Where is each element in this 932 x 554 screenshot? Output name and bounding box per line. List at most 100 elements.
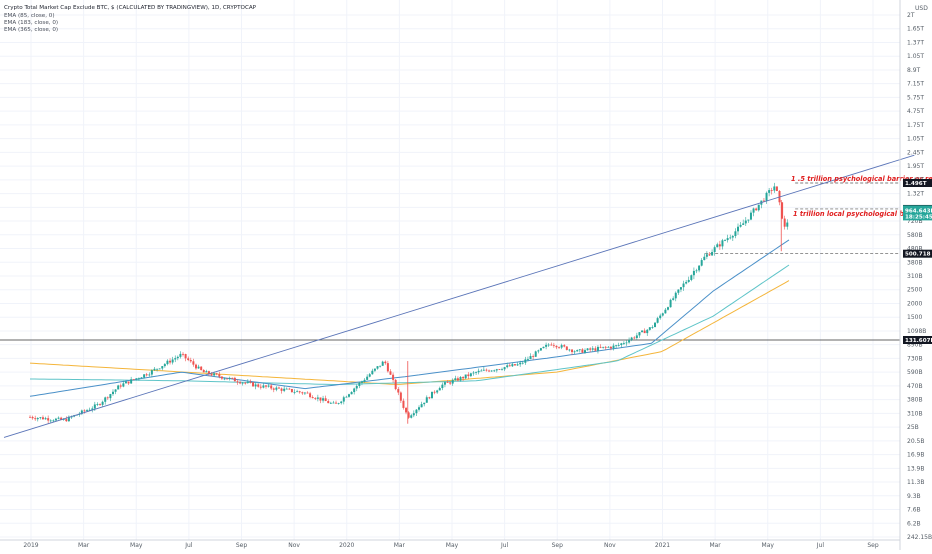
candle-body [555,345,558,348]
candle-body [672,298,675,300]
candle-body [254,384,257,387]
candle-body [384,361,387,364]
candle-body [526,359,529,360]
candle-body [682,283,685,288]
candle-body [169,360,172,363]
candle-body [93,404,96,409]
candle-body [607,346,610,348]
trendline[interactable] [3,154,915,438]
candle-body [156,368,159,370]
candle-body [252,382,255,387]
candle-body [506,365,509,368]
candle-body [163,364,166,367]
current-price-value: 964.643B [905,208,932,214]
candle-body [425,397,428,403]
candle-body [358,382,361,386]
candle-body [438,388,441,391]
candle-body [612,345,615,349]
candle-body [381,361,384,366]
candle-body [679,287,682,290]
candle-body [635,335,638,339]
candle-body [213,373,216,376]
candle-body [721,240,724,247]
candle-body [262,385,265,388]
candle-body [239,382,242,384]
candle-body [729,237,732,239]
candle-body [316,397,319,399]
candle-body [345,396,348,398]
candle-body [101,401,104,405]
candle-body [659,315,662,319]
indicator-ema-183[interactable]: EMA (183, close, 0) [4,20,58,26]
x-axis[interactable]: 2019 Mar May Jul Sep Nov 2020 Mar May Jul Sep Nov 20… [0,539,900,549]
indicator-ema-85[interactable]: EMA (85, close, 0) [4,13,55,19]
candle-body [285,388,288,390]
grid [0,0,900,540]
candle-body [765,192,768,202]
candle-body [739,224,742,227]
candle-body [70,416,73,418]
annotation-support: 1 trillion local psychological barrier o… [793,210,932,218]
candle-body [275,387,278,390]
candle-body [713,247,716,252]
candle-body [176,356,179,359]
candle-body [599,346,602,348]
y-tick-label: 310B [907,273,923,280]
candle-body [228,377,231,379]
y-tick-label: 2000 [907,300,922,307]
candle-body [643,330,646,334]
candle-body [591,348,594,350]
indicator-ema-365[interactable]: EMA (365, close, 0) [4,27,58,33]
candle-body [109,394,112,399]
candle-body [267,385,270,387]
ema-85-line [29,239,790,397]
candle-body [202,370,205,373]
candle-body [498,369,501,371]
candle-body [488,370,491,372]
y-tick-label: 2.45T [907,149,924,156]
candle-body [376,366,379,369]
candle-body [386,363,389,372]
ema-183-line [30,264,790,385]
candle-body [104,397,107,402]
candle-body [314,398,317,399]
candle-body [189,359,192,362]
candle-body [137,378,140,380]
candle-body [609,346,612,349]
y-tick-label: 1.05T [907,53,924,60]
candle-body [236,381,239,383]
candle-body [135,378,138,380]
candle-body [625,342,628,344]
candle-body [179,353,182,357]
candle-body [44,418,47,420]
x-tick-label: 2019 [23,542,38,549]
candle-body [231,377,234,379]
candle-body [718,244,721,247]
candle-body [703,256,706,261]
candle-body [62,419,65,420]
candle-body [781,202,784,219]
candle-body [493,370,496,372]
candle-body [563,345,566,347]
candle-body [127,381,130,384]
candle-body [122,383,125,387]
candle-body [140,377,143,379]
candle-body [454,378,457,381]
x-tick-label: Sep [552,542,564,549]
y-tick-label: 2500 [907,287,922,294]
candle-body [726,238,729,241]
candle-body [532,356,535,357]
x-tick-label: May [762,542,775,549]
y-tick-label: 1.37T [907,39,924,46]
candle-body [749,212,752,220]
candle-body [661,313,664,316]
candle-body [39,417,42,419]
candle-body [604,346,607,348]
y-tick-label: 470B [907,383,923,390]
candle-body [596,346,599,351]
trendline-group [3,154,915,438]
candle-body [340,401,343,404]
candle-body [29,416,31,418]
